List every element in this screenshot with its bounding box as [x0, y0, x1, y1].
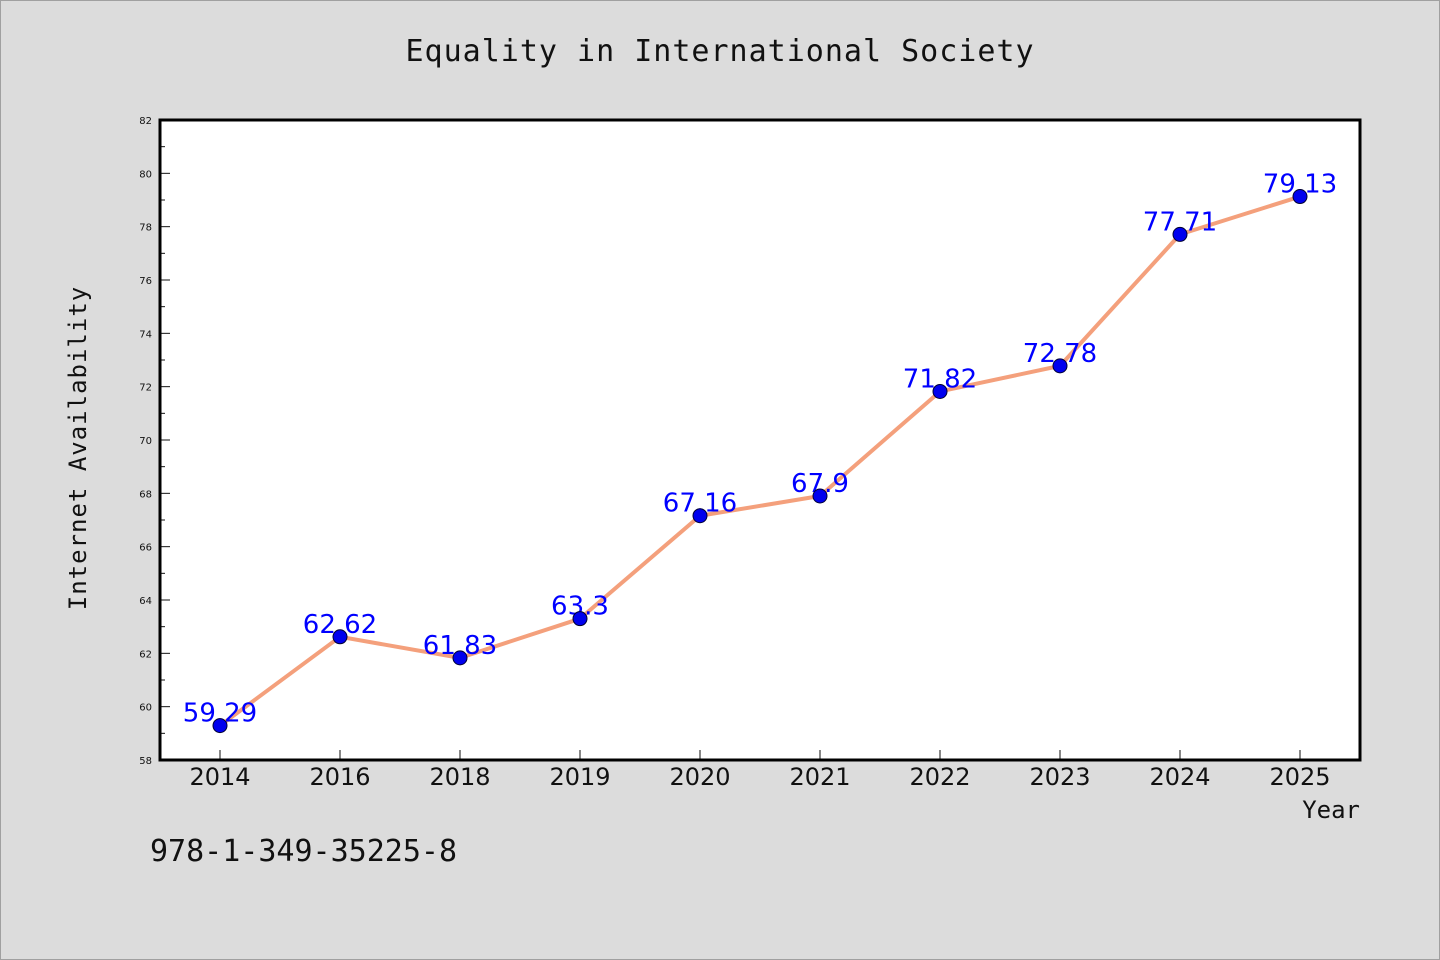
data-point [572, 611, 588, 627]
x-tick-label: 2018 [429, 763, 490, 791]
y-tick-label: 78 [139, 223, 152, 234]
data-point [212, 718, 228, 734]
data-point [1052, 358, 1068, 374]
data-point [812, 488, 828, 504]
y-tick-label: 62 [139, 649, 152, 660]
x-tick-label: 2021 [789, 763, 850, 791]
x-tick-label: 2016 [309, 763, 370, 791]
data-point [1292, 189, 1308, 205]
data-point [452, 650, 468, 666]
y-tick-label: 74 [139, 329, 152, 340]
series-line [218, 194, 1301, 728]
y-tick-label: 70 [139, 436, 152, 447]
chart-title: Equality in International Society [405, 34, 1035, 69]
x-tick-label: 2020 [669, 763, 730, 791]
x-tick-label: 2023 [1029, 763, 1090, 791]
data-point [932, 383, 948, 399]
plot-area [160, 120, 1360, 760]
isbn-text: 978-1-349-35225-8 [150, 834, 458, 869]
data-point [1172, 226, 1188, 242]
x-axis-label: Year [1302, 796, 1360, 824]
x-tick-label: 2014 [189, 763, 250, 791]
x-tick-label: 2022 [909, 763, 970, 791]
data-point [332, 629, 348, 645]
y-tick-label: 72 [139, 383, 152, 394]
y-tick-label: 66 [139, 543, 152, 554]
plot-border [158, 118, 1362, 762]
y-tick-label: 58 [139, 756, 152, 767]
y-tick-label: 80 [139, 169, 152, 180]
y-tick-label: 64 [139, 596, 152, 607]
x-tick-label: 2019 [549, 763, 610, 791]
x-tick-label: 2025 [1269, 763, 1330, 791]
y-tick-label: 68 [139, 489, 152, 500]
x-tick-label: 2024 [1149, 763, 1210, 791]
y-tick-label: 82 [139, 116, 152, 127]
y-tick-label: 76 [139, 276, 152, 287]
data-point [692, 508, 708, 524]
y-tick-label: 60 [139, 703, 152, 714]
